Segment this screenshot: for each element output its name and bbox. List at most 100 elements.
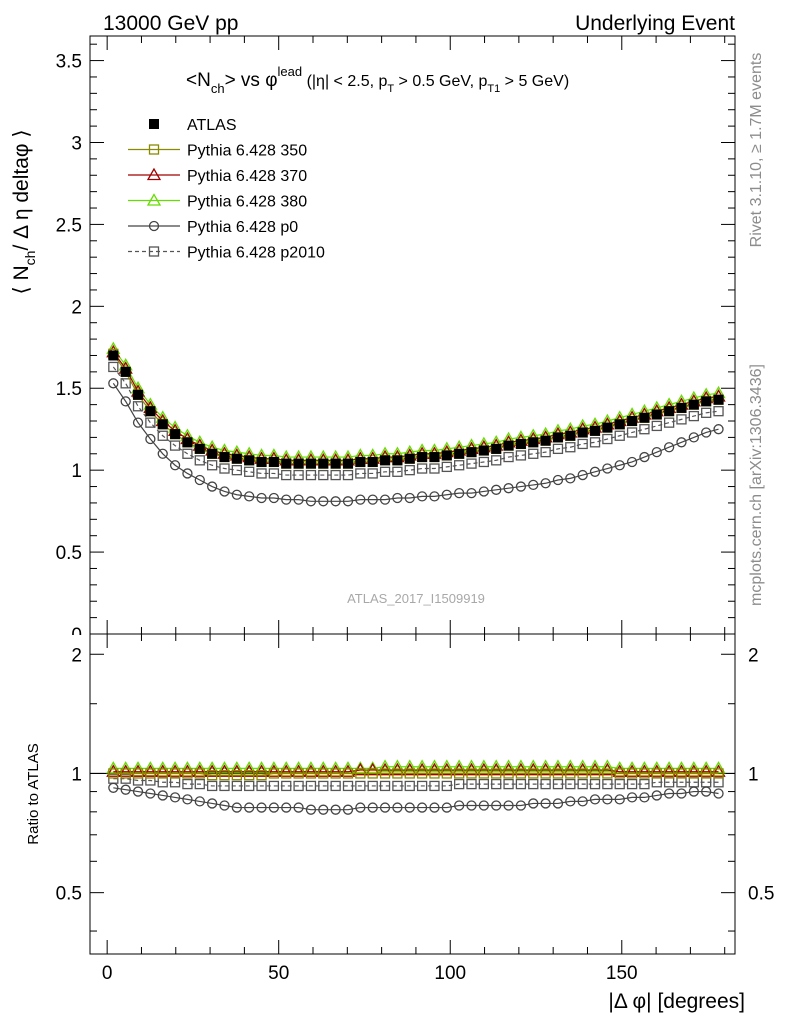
legend-item-atlas: ATLAS [149,117,237,134]
ratio-point [416,802,428,813]
ratio-point [268,802,280,813]
ratio-point [600,759,615,772]
ratio-point [577,796,588,807]
ratio-point [577,778,588,790]
data-point [343,458,353,469]
data-point [281,494,292,505]
ratio-point [614,768,625,779]
data-point [157,430,168,441]
ratio-point [318,768,329,779]
data-point [318,469,329,481]
ratio-point [550,759,566,772]
ratio-point [676,768,687,779]
ratio-point [182,794,193,805]
ratio-point [231,802,242,813]
ratio-point [231,780,242,792]
ratio-point [402,759,417,772]
ratio-point [106,764,121,777]
series-line [112,382,719,502]
ratio-point [491,800,502,811]
ratio-line [113,778,719,787]
ratio-point [528,798,539,809]
ratio-point [427,759,442,772]
ratio-point [414,759,430,772]
ratio-point [108,782,119,793]
data-point [244,466,255,477]
ratio-point [377,759,393,772]
ratio-point [466,768,477,779]
series-atlas [108,350,724,469]
data-point [194,474,205,486]
ratio-y-tick-label-right: 2 [748,645,759,666]
ratio-point [120,768,131,779]
data-point [688,399,699,410]
ratio-point [439,759,454,772]
ratio-plot-frame [89,633,736,955]
data-point [392,492,403,504]
ratio-point [316,764,331,777]
data-point [256,468,267,479]
ratio-point [194,778,205,790]
data-point [404,465,415,476]
x-tick-label: 50 [268,963,289,984]
data-point [651,409,662,420]
ratio-point [330,768,341,779]
ratio-y-tick-label: 2 [71,645,82,666]
data-point [108,350,119,361]
ratio-point [515,778,527,790]
ratio-point [701,786,712,797]
ratio-point [281,780,292,792]
data-point [355,456,366,467]
data-point [528,479,539,491]
y-axis-label: ⟨ Nch/ Δ η deltaφ ⟩ [10,129,38,294]
ratio-point [429,780,440,792]
ratio-point [404,768,415,779]
ratio-point [441,780,452,792]
ratio-point [132,786,144,797]
ratio-point [157,768,168,779]
legend-marker [148,220,160,232]
data-point [429,452,440,463]
ratio-point [676,788,687,799]
ratio-point [476,759,491,772]
data-point [145,433,156,445]
data-point [281,469,292,481]
x-tick-label: 0 [102,963,113,984]
data-point [231,489,242,500]
data-point [701,427,712,438]
ratio-point [318,780,329,792]
data-point [552,443,564,455]
data-point [355,494,366,505]
y-tick-label: 3 [71,133,82,154]
data-point [639,424,650,435]
ratio-y-tick-label: 0.5 [56,884,82,905]
ratio-point [293,802,304,813]
ratio-point [182,778,193,790]
ratio-point [192,764,207,777]
ratio-point [538,759,553,772]
ratio-point [624,764,640,777]
ratio-point [478,800,490,811]
series-layer [106,341,726,507]
ratio-line [113,772,719,776]
data-point [454,487,465,499]
data-point [614,430,625,441]
ratio-point [169,792,181,803]
ratio-point [303,764,319,777]
legend-marker [149,119,159,129]
ratio-point [143,764,158,777]
ratio-point [231,770,242,781]
data-point [417,452,428,463]
data-point [392,466,403,477]
ratio-point [392,780,403,792]
ratio-point [563,759,578,772]
ratio-point [392,802,403,813]
data-point [132,417,144,428]
data-point [626,456,638,468]
data-point [478,486,490,497]
ratio-point [552,778,564,790]
ratio-point [281,802,292,813]
ratio-point [602,768,613,779]
ratio-point [268,780,280,792]
data-point [515,481,527,492]
